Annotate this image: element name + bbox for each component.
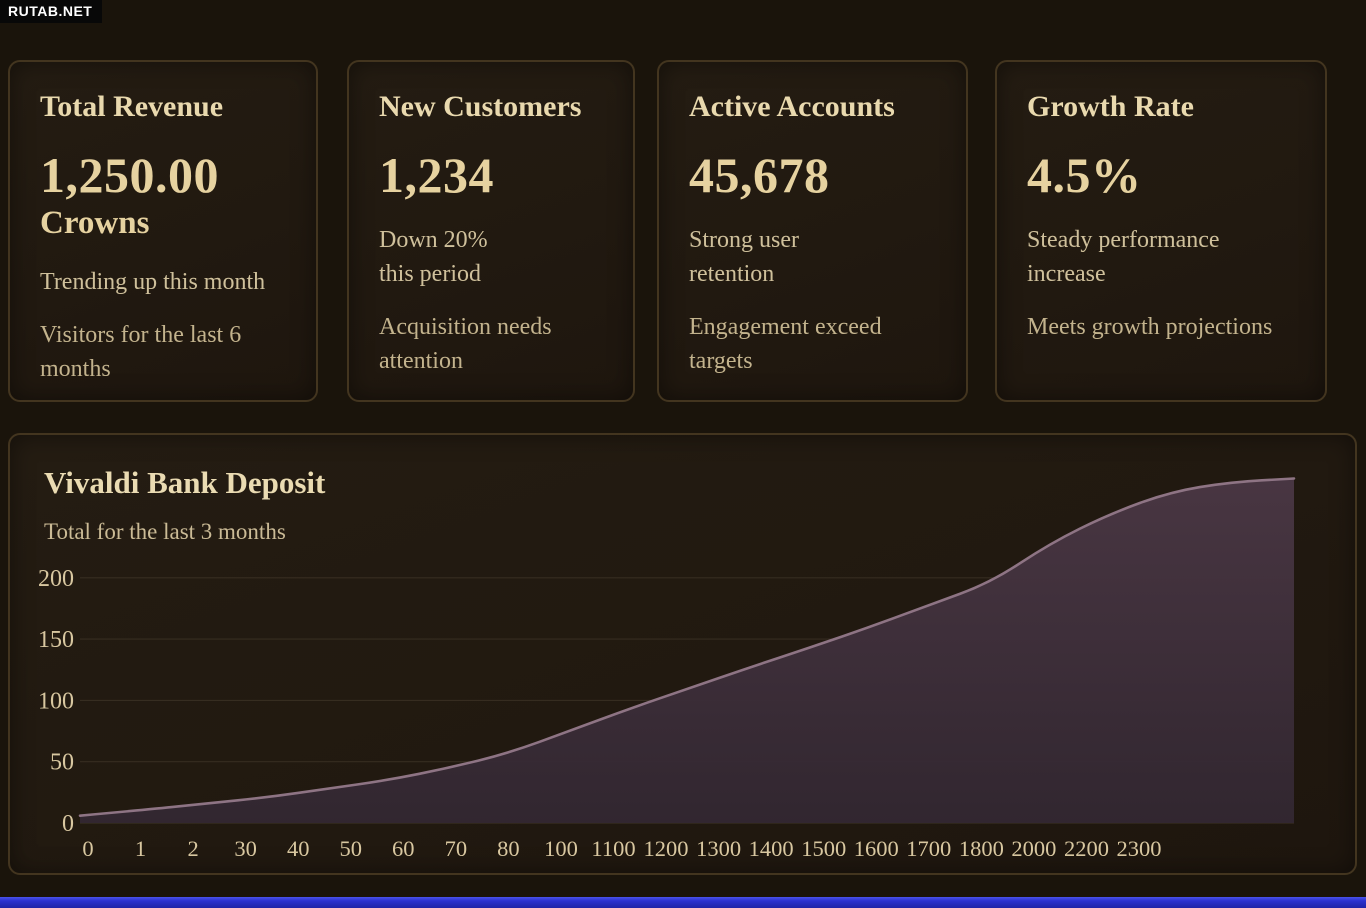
x-axis-tick-label: 1700 xyxy=(906,836,951,861)
stat-card-value: 1,250.00 xyxy=(40,146,219,203)
x-axis-tick-label: 2000 xyxy=(1011,836,1056,861)
stat-card-value: 1,234 xyxy=(379,146,494,203)
x-axis-tick-label: 2200 xyxy=(1064,836,1109,861)
stat-card-value: 4.5% xyxy=(1027,146,1142,203)
x-axis-tick-label: 1100 xyxy=(591,836,635,861)
stat-card-active-accounts: Active Accounts 45,678 Strong user reten… xyxy=(657,60,968,402)
bottom-accent-bar xyxy=(0,897,1366,908)
deposit-area-fill xyxy=(80,478,1294,823)
watermark-rutab: RUTAB.NET xyxy=(0,0,103,23)
x-axis-tick-label: 1500 xyxy=(801,836,846,861)
stat-card-trend: Down 20% this period xyxy=(379,227,488,288)
chart-subtitle: Total for the last 3 months xyxy=(44,519,286,544)
x-axis-tick-label: 1200 xyxy=(644,836,689,861)
stat-card-unit: Crowns xyxy=(40,205,150,241)
stat-card-trend: Trending up this month xyxy=(40,268,266,295)
x-axis-tick-label: 2 xyxy=(187,836,198,861)
stat-card-trend: Steady performance increase xyxy=(1027,227,1220,288)
stat-card-value: 45,678 xyxy=(689,146,830,203)
y-axis-tick-label: 200 xyxy=(38,566,74,592)
stat-card-title: Total Revenue xyxy=(40,90,224,123)
deposit-chart-card: Vivaldi Bank Deposit Total for the last … xyxy=(8,433,1357,875)
x-axis-tick-label: 1300 xyxy=(696,836,741,861)
stat-card-title: Growth Rate xyxy=(1027,90,1194,123)
x-axis-tick-label: 50 xyxy=(340,836,363,861)
x-axis-tick-label: 30 xyxy=(234,836,257,861)
y-axis-tick-label: 150 xyxy=(38,627,74,653)
y-axis-tick-label: 0 xyxy=(62,811,74,837)
x-axis-tick-label: 0 xyxy=(82,836,93,861)
stat-card-note: Engagement exceed targets xyxy=(689,314,882,374)
y-axis-tick-label: 50 xyxy=(50,750,74,776)
y-axis-tick-label: 100 xyxy=(38,688,74,714)
stat-card-note: Visitors for the last 6 months xyxy=(40,322,242,382)
x-axis-tick-label: 1800 xyxy=(959,836,1004,861)
x-axis-tick-label: 70 xyxy=(445,836,468,861)
x-axis-tick-label: 1 xyxy=(135,836,146,861)
stat-card-growth-rate: Growth Rate 4.5% Steady performance incr… xyxy=(995,60,1327,402)
deposit-area-line xyxy=(78,477,1296,817)
x-axis-tick-label: 80 xyxy=(497,836,520,861)
x-axis-tick-label: 1400 xyxy=(749,836,794,861)
x-axis-tick-label: 40 xyxy=(287,836,310,861)
chart-title: Vivaldi Bank Deposit xyxy=(44,465,326,500)
stat-card-trend: Strong user retention xyxy=(689,227,799,288)
stat-card-title: Active Accounts xyxy=(689,90,895,123)
x-axis-tick-label: 60 xyxy=(392,836,415,861)
stat-card-total-revenue: Total Revenue 1,250.00 Crowns Trending u… xyxy=(8,60,318,402)
stat-card-note: Acquisition needs attention xyxy=(379,314,552,374)
x-axis-tick-label: 2300 xyxy=(1117,836,1162,861)
x-axis-tick-label: 1600 xyxy=(854,836,899,861)
stat-card-new-customers: New Customers 1,234 Down 20% this period… xyxy=(347,60,635,402)
stat-card-note: Meets growth projections xyxy=(1027,314,1273,341)
x-axis-tick-label: 100 xyxy=(544,836,578,861)
stat-card-title: New Customers xyxy=(379,90,582,123)
